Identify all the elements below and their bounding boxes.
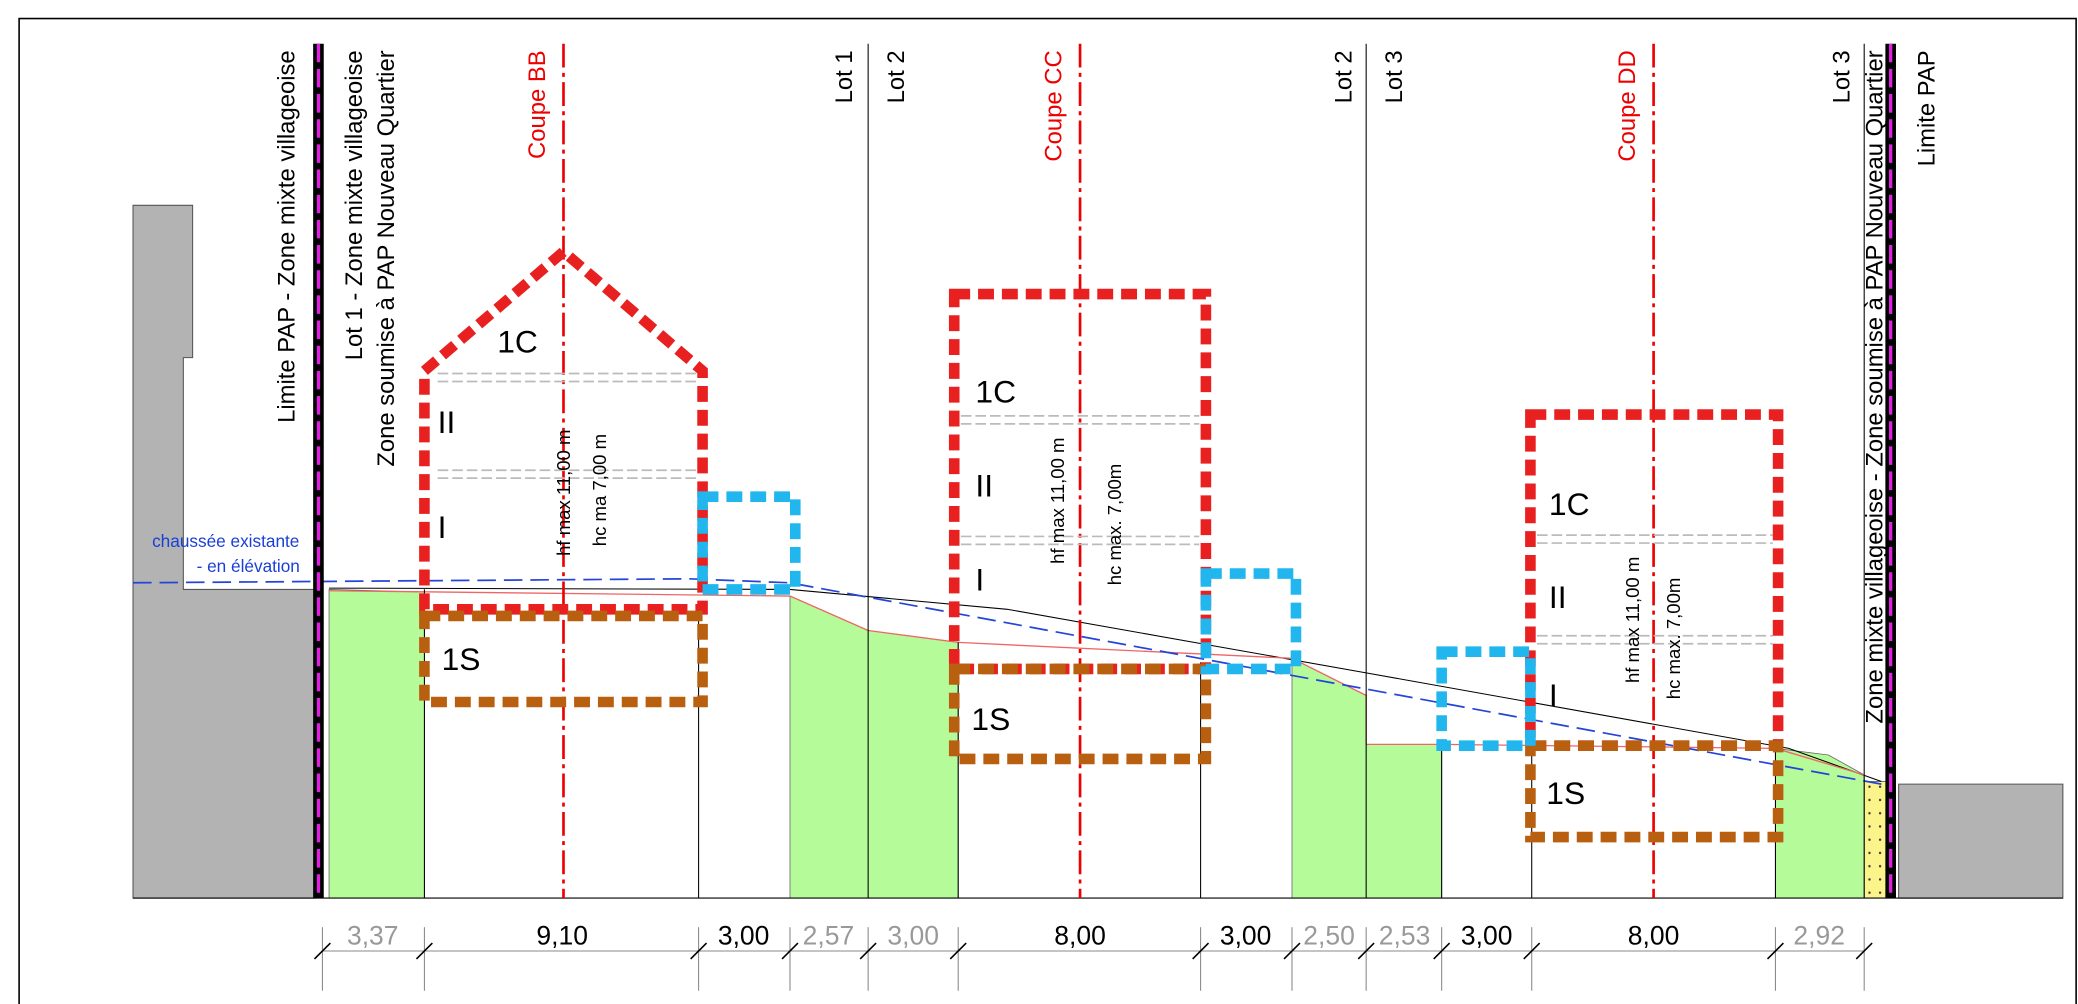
basement-envelope xyxy=(948,663,1212,765)
dimension-label: 8,00 xyxy=(1628,920,1680,950)
floor-label: I xyxy=(438,509,447,545)
floor-lines xyxy=(437,372,1773,645)
floor-label: 1S xyxy=(442,641,481,677)
basement-envelope xyxy=(1525,740,1784,843)
annex-envelope xyxy=(1200,568,1302,675)
floor-label: II xyxy=(438,404,456,440)
lot-lines xyxy=(423,43,1865,899)
dimension-tick xyxy=(859,942,877,960)
floor-label: 1S xyxy=(1546,775,1585,811)
dimension-tick xyxy=(313,942,331,960)
dimension-label: 3,00 xyxy=(1461,920,1513,950)
dimension-tick xyxy=(949,942,967,960)
building-envelope xyxy=(419,244,708,615)
dimension-label: 3,00 xyxy=(718,920,770,950)
boundary-label: Lot 2 xyxy=(1331,50,1358,103)
dimension-tick xyxy=(781,942,799,960)
boundary-label: Lot 1 xyxy=(831,50,858,103)
dimension-label: 3,37 xyxy=(347,920,399,950)
floor-label: I xyxy=(975,562,984,598)
floor-label: 1C xyxy=(975,374,1016,410)
dimension-tick xyxy=(1283,942,1301,960)
dimension-label: 3,00 xyxy=(1220,920,1272,950)
boundary-label: Limite PAP xyxy=(1913,50,1940,166)
green-areas xyxy=(328,589,1865,899)
dimension-ticks xyxy=(313,927,1873,991)
section-label: Coupe CC xyxy=(1041,50,1068,161)
dimension-label: 2,92 xyxy=(1793,920,1845,950)
floor-label: 1C xyxy=(497,323,538,359)
boundary-label: Lot 1 - Zone mixte villageoise xyxy=(341,50,368,360)
dimension-tick xyxy=(690,942,708,960)
boundary-label: Lot 3 xyxy=(1381,50,1408,103)
dimension-label: 2,57 xyxy=(803,920,855,950)
building-envelope xyxy=(1525,409,1784,752)
dimension-tick xyxy=(1357,942,1375,960)
dimension-tick xyxy=(1766,942,1784,960)
boundary-label: Zone soumise à PAP Nouveau Quartier xyxy=(373,50,400,466)
basement-envelope xyxy=(419,610,708,708)
dimension-label: 8,00 xyxy=(1054,920,1106,950)
dimension-label: 9,10 xyxy=(536,920,588,950)
height-label: hf max 11,00 m xyxy=(1047,438,1068,564)
frame xyxy=(18,17,2077,1004)
boundary-label: Lot 3 xyxy=(1829,50,1856,103)
annotation: chaussée existante xyxy=(152,531,299,551)
floor-label: II xyxy=(1549,579,1567,615)
existing-road xyxy=(133,577,1882,785)
height-label: hf max 11,00 m xyxy=(553,430,574,556)
floor-label: II xyxy=(975,468,993,504)
pap-limits xyxy=(313,43,1896,899)
dimension-tick xyxy=(1192,942,1210,960)
sidewalk xyxy=(1863,781,1889,899)
section-label: Coupe DD xyxy=(1614,50,1641,161)
section-label: Coupe BB xyxy=(524,50,551,159)
dimension-tick xyxy=(1855,942,1873,960)
annex-envelope xyxy=(1436,646,1536,752)
annotation: - en élévation xyxy=(197,556,300,576)
height-label: hc max. 7,00m xyxy=(1663,578,1684,700)
dimension-tick xyxy=(415,942,433,960)
dimension-label: 3,00 xyxy=(887,920,939,950)
floor-label: 1C xyxy=(1549,486,1590,522)
floor-label: I xyxy=(1549,677,1558,713)
annex-envelope xyxy=(697,491,801,595)
boundary-label: Zone mixte villageoise - Zone soumise à … xyxy=(1862,50,1889,723)
boundary-label: Lot 2 xyxy=(883,50,910,103)
existing-building xyxy=(1898,783,2064,899)
floor-label: 1S xyxy=(971,701,1010,737)
natural-terrain xyxy=(329,587,1882,782)
dimension-label: 2,53 xyxy=(1379,920,1431,950)
boundary-label: Limite PAP - Zone mixte villageoise xyxy=(274,50,301,423)
dimension-tick xyxy=(1523,942,1541,960)
height-label: hf max 11,00 m xyxy=(1622,557,1643,683)
height-label: hc max. 7,00m xyxy=(1104,464,1125,586)
dimension-label: 2,50 xyxy=(1303,920,1355,950)
dimension-tick xyxy=(1433,942,1451,960)
height-label: hc ma 7,00 m xyxy=(589,434,610,546)
